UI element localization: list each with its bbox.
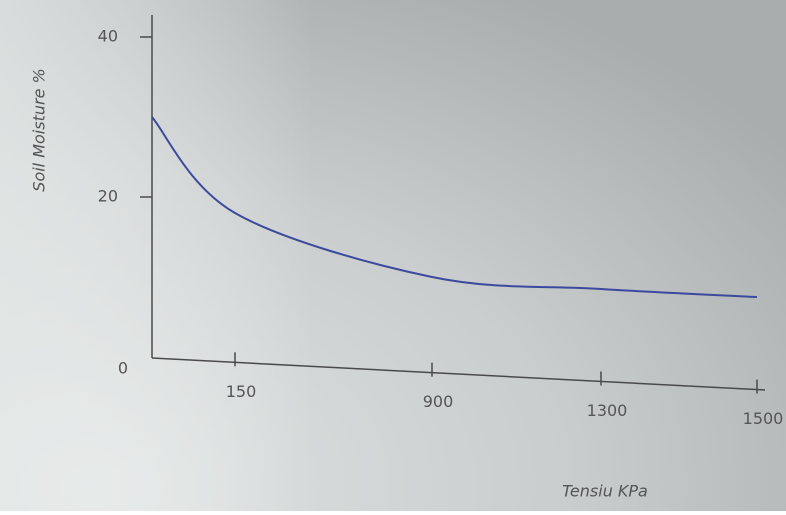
y-axis-label: Soil Moisture % xyxy=(30,68,49,191)
x-tick-label: 1300 xyxy=(587,401,628,420)
y-tick-label: 0 xyxy=(118,359,128,378)
page: {"chart_data":{"type":"line","x_label":"… xyxy=(0,0,786,511)
y-tick-label: 20 xyxy=(98,187,118,206)
x-tick-label: 150 xyxy=(226,382,257,401)
x-tick-label: 1500 xyxy=(743,409,784,428)
x-tick-label: 900 xyxy=(423,392,454,411)
background-shade xyxy=(0,0,786,511)
x-axis-label: Tensiu KPa xyxy=(562,482,648,501)
chart: Soil Moisture % Tensiu KPa 0 20 40 150 900 13… xyxy=(0,0,786,511)
y-tick-label: 40 xyxy=(98,27,118,46)
